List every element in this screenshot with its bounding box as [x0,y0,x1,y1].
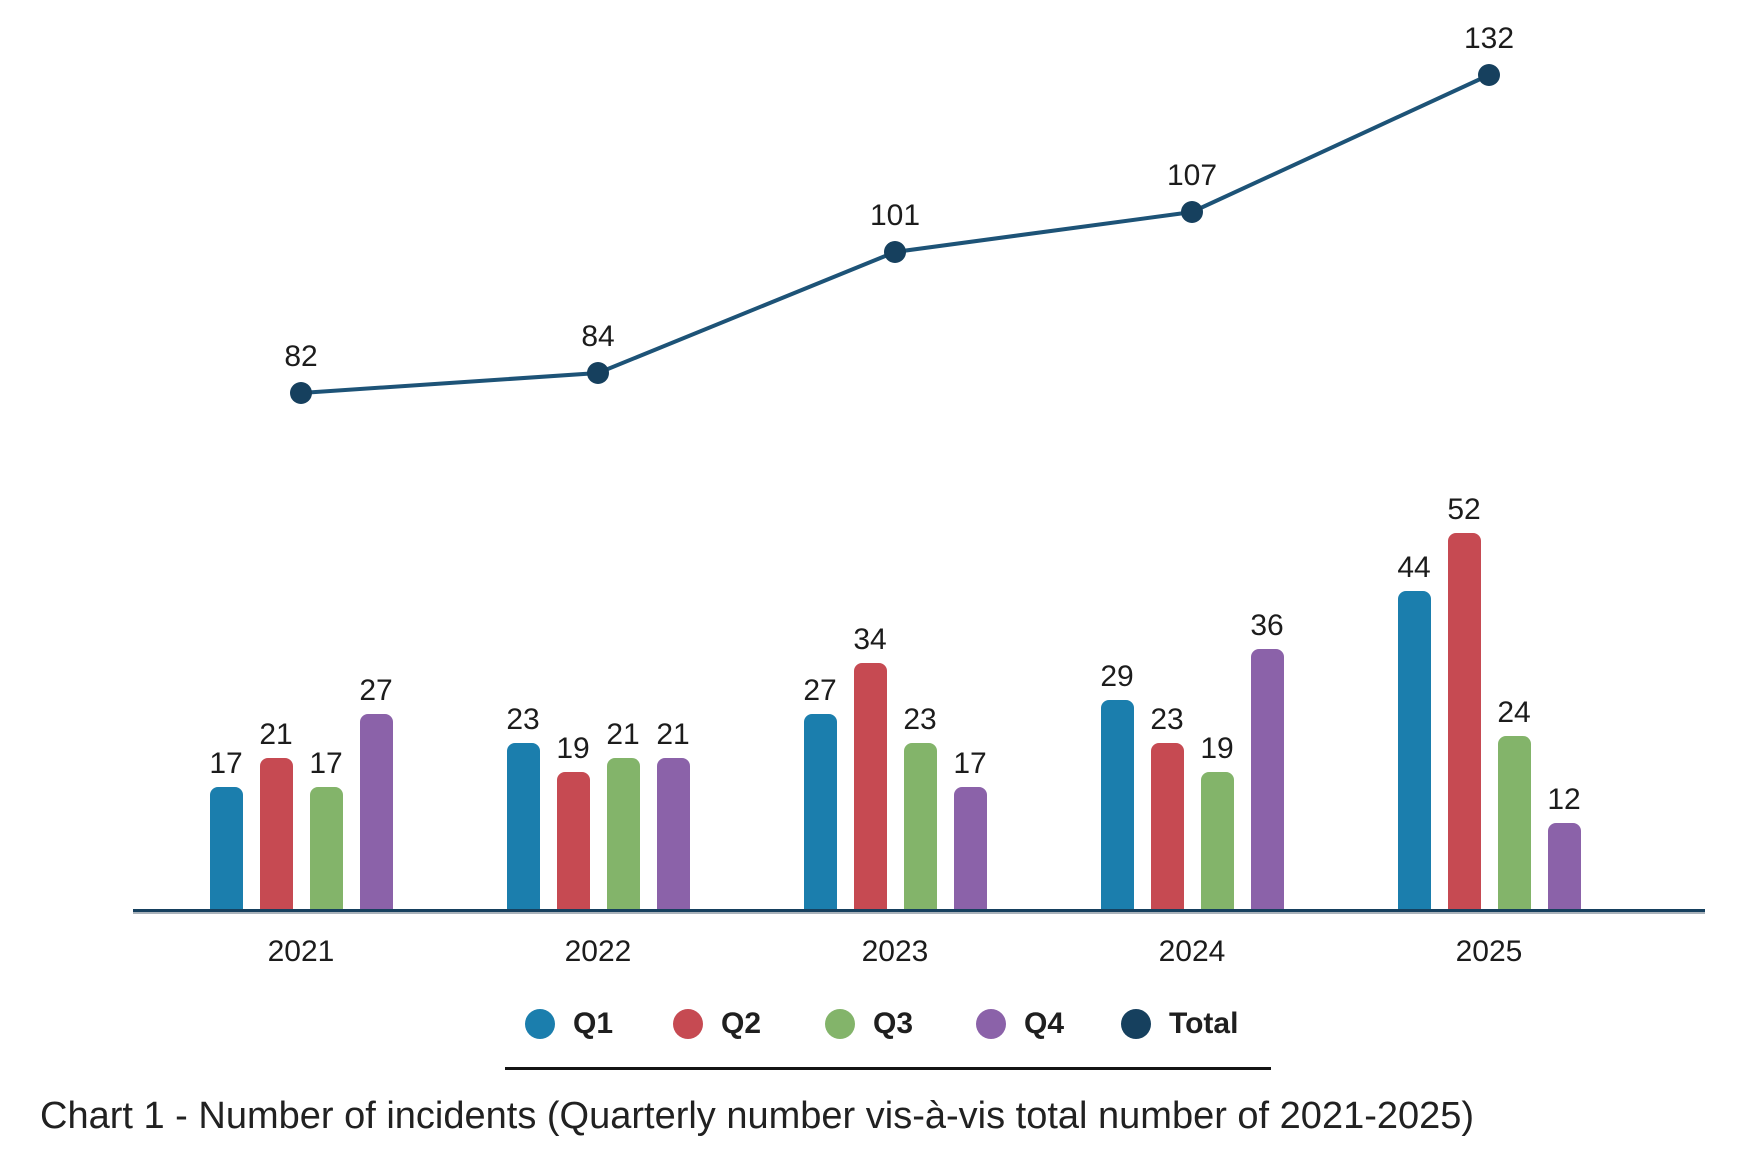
bar-value-label: 17 [209,747,243,780]
bar-q2-2024 [1150,743,1184,910]
bar-value-label: 24 [1497,696,1531,729]
bar-q2-2025 [1447,533,1481,910]
bar-value-label: 19 [1200,732,1234,765]
total-point-2024 [1181,201,1203,223]
bar-q1-2021 [209,787,243,910]
bar-value-label: 12 [1547,783,1581,816]
bar-q3-2025 [1497,736,1531,910]
bar-value-label: 21 [656,718,690,751]
total-point-2022 [587,362,609,384]
total-point-2021 [290,382,312,404]
legend-swatch-total [1121,1009,1151,1039]
bar-q3-2024 [1200,772,1234,910]
legend-swatch-q4 [976,1009,1006,1039]
bar-q4-2025 [1547,823,1581,910]
legend-swatch-q3 [825,1009,855,1039]
bar-q3-2021 [309,787,343,910]
bar-value-label: 29 [1100,660,1134,693]
bar-value-label: 34 [853,623,887,656]
bar-value-label: 36 [1250,609,1284,642]
bar-q1-2024 [1100,700,1134,910]
bar-value-label: 27 [359,674,393,707]
bar-q4-2022 [656,758,690,910]
bar-q2-2023 [853,663,887,910]
total-value-label: 132 [1463,22,1515,55]
bar-value-label: 23 [903,703,937,736]
bar-q3-2022 [606,758,640,910]
total-value-label: 84 [581,320,615,353]
x-axis-line [133,909,1705,914]
bar-value-label: 19 [556,732,590,765]
total-point-2023 [884,241,906,263]
x-axis-label-2021: 2021 [267,935,335,968]
x-axis-label-2023: 2023 [861,935,929,968]
bar-value-label: 52 [1447,493,1481,526]
bar-value-label: 21 [259,718,293,751]
chart-caption: Chart 1 - Number of incidents (Quarterly… [40,1095,1475,1137]
x-axis-label-2024: 2024 [1158,935,1226,968]
x-axis-label-2025: 2025 [1455,935,1523,968]
bar-value-label: 23 [1150,703,1184,736]
legend-label-q2: Q2 [721,1007,762,1040]
total-line [300,73,1490,395]
x-axis-label-2022: 2022 [564,935,632,968]
total-value-label: 82 [284,340,318,373]
bar-q3-2023 [903,743,937,910]
legend-swatch-q2 [673,1009,703,1039]
bar-q4-2021 [359,714,393,910]
total-point-2025 [1478,64,1500,86]
bar-q4-2024 [1250,649,1284,910]
bar-q4-2023 [953,787,987,910]
legend-underline [505,1067,1271,1070]
bar-value-label: 17 [953,747,987,780]
bar-value-label: 17 [309,747,343,780]
bar-q2-2022 [556,772,590,910]
bar-value-label: 27 [803,674,837,707]
total-value-label: 107 [1166,159,1218,192]
bar-q2-2021 [259,758,293,910]
total-value-label: 101 [869,199,921,232]
bar-q1-2022 [506,743,540,910]
legend-label-q4: Q4 [1024,1007,1065,1040]
bar-value-label: 44 [1397,551,1431,584]
legend-label-q1: Q1 [573,1007,614,1040]
legend-label-total: Total [1169,1007,1239,1040]
legend-label-q3: Q3 [873,1007,914,1040]
bar-q1-2023 [803,714,837,910]
legend-swatch-q1 [525,1009,555,1039]
bar-value-label: 21 [606,718,640,751]
bar-q1-2025 [1397,591,1431,910]
bar-value-label: 23 [506,703,540,736]
